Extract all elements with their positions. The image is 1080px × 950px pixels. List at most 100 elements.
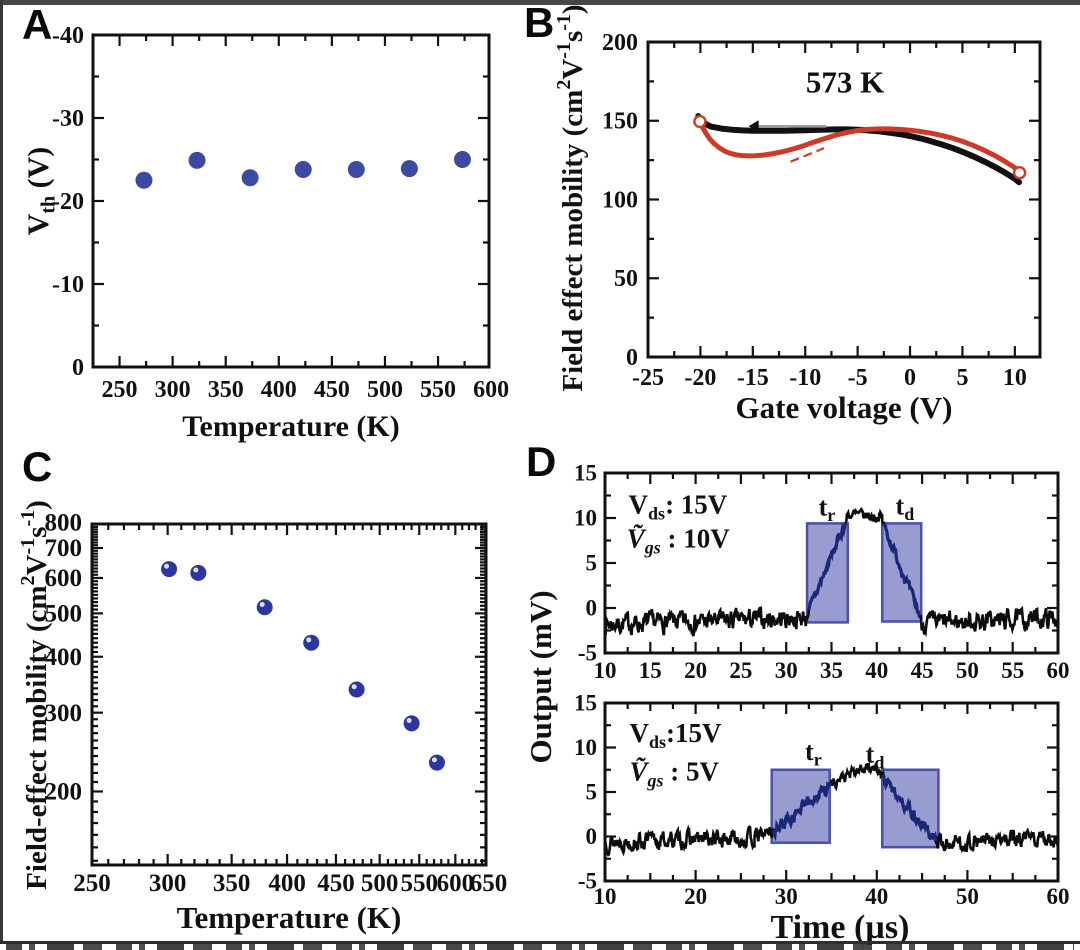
data-point: [294, 160, 312, 178]
x-tick-label: 10: [594, 884, 617, 909]
y-tick-label: 0: [72, 355, 84, 381]
y-tick-label: 200: [45, 779, 83, 806]
x-tick-label: 10: [1003, 365, 1027, 391]
x-tick-label: 550: [420, 377, 456, 403]
signal-edge-segment: [772, 781, 832, 842]
x-tick-label: 60: [1047, 658, 1070, 683]
region-label: td: [896, 491, 915, 524]
marker-highlight: [351, 684, 357, 690]
x-tick-label: 400: [268, 870, 306, 897]
plot-frame: [603, 701, 1060, 883]
axes: 250 300 350 400 450 500 5506006502003004005006…: [45, 509, 508, 897]
data-points: [135, 151, 471, 189]
plot-frame: [91, 33, 491, 369]
y-tick-label: 150: [602, 109, 638, 135]
x-tick-label: 250: [73, 870, 111, 897]
signal-edge-segment: [881, 774, 938, 842]
data-point: [135, 171, 153, 189]
data-point: [241, 169, 259, 187]
figure-top-border: [0, 0, 1080, 5]
annotation: Vds:15V: [629, 718, 722, 752]
x-tick-label: 30: [775, 658, 798, 683]
y-tick-label: -20: [52, 189, 84, 215]
marker-highlight: [306, 637, 312, 643]
data-point: [188, 151, 206, 169]
y-tick-label: 400: [45, 644, 83, 671]
x-tick-label: 60: [1047, 884, 1070, 909]
x-tick-label: 600: [437, 870, 475, 897]
y-tick-label: 800: [45, 509, 83, 536]
x-tick-label: 450: [314, 377, 350, 403]
x-tick-label: 15: [639, 658, 662, 683]
x-tick-label: 0: [904, 365, 916, 391]
x-tick-label: -10: [789, 365, 821, 391]
y-tick-label: 300: [45, 700, 83, 727]
x-tick-label: 20: [684, 884, 707, 909]
sweep-arrow-head: [748, 120, 759, 133]
y-tick-label: 0: [586, 824, 598, 849]
x-tick-label: 600: [473, 377, 509, 403]
x-tick-label: 300: [149, 870, 187, 897]
x-tick-label: 5: [956, 365, 968, 391]
y-axis-label: Field-effect mobility (cm2V-1s-1): [17, 500, 53, 890]
y-axis-label: Vth (V): [22, 147, 60, 236]
annotation: Vds: 15V: [629, 490, 728, 524]
y-tick-label: 15: [574, 691, 597, 716]
y-tick-label: 500: [45, 601, 83, 628]
y-axis-label: Field effect mobility (cm2V-1s-1): [553, 4, 589, 391]
measurement-regions: [770, 768, 940, 849]
plot-frame: [90, 522, 488, 867]
series-reverse-sweep-red: [696, 115, 1023, 176]
data-point: [400, 160, 418, 178]
y-tick-label: 600: [45, 565, 83, 592]
x-tick-label: 50: [956, 658, 979, 683]
y-tick-label: 700: [45, 535, 83, 562]
marker-highlight: [259, 601, 265, 607]
plot-frame: [646, 40, 1042, 359]
marker-highlight: [164, 563, 170, 569]
panel-label-c: C: [22, 443, 53, 490]
x-tick-label: 10: [594, 658, 617, 683]
cropped-caption-text: [6, 944, 1074, 950]
y-tick-label: 10: [574, 735, 597, 760]
x-tick-label: 55: [1001, 658, 1024, 683]
x-tick-label: 20: [684, 658, 707, 683]
x-tick-label: 45: [911, 658, 934, 683]
region-label: tr: [819, 492, 836, 525]
panel-label-d: D: [526, 438, 557, 485]
signal-edge-segment: [882, 522, 922, 618]
x-tick-label: 400: [261, 377, 297, 403]
panel-label-a: A: [22, 1, 53, 48]
x-tick-label: 650: [470, 870, 508, 897]
x-tick-label: 35: [820, 658, 843, 683]
x-tick-label: 350: [208, 377, 244, 403]
x-tick-label: 40: [865, 884, 888, 909]
figure-bottom-rule: [0, 941, 1080, 944]
y-tick-label: 100: [602, 187, 638, 213]
x-tick-label: 40: [865, 658, 888, 683]
x-tick-label: -15: [737, 365, 769, 391]
y-tick-label: 0: [586, 596, 598, 621]
annotation: Ṽgs : 5V: [629, 756, 719, 790]
y-tick-label: 5: [586, 551, 598, 576]
x-tick-label: 30: [775, 884, 798, 909]
x-tick-label: 50: [956, 884, 979, 909]
x-tick-label: 250: [102, 377, 138, 403]
marker-highlight: [406, 718, 412, 724]
x-axis-label: Gate voltage (V): [736, 390, 953, 425]
marker-highlight: [193, 567, 199, 573]
x-tick-label: 25: [729, 658, 752, 683]
y-tick-label: 15: [574, 461, 597, 486]
x-tick-label: 500: [367, 377, 403, 403]
region-label: td: [866, 740, 885, 773]
y-tick-label: 5: [586, 780, 598, 805]
y-axis-label: Output (mV): [523, 590, 558, 763]
axes: 10 20 30 40 50 60 -5 0 5 10 15: [574, 691, 1070, 909]
x-tick-label: 350: [213, 870, 251, 897]
plot-frame: [603, 471, 1060, 655]
